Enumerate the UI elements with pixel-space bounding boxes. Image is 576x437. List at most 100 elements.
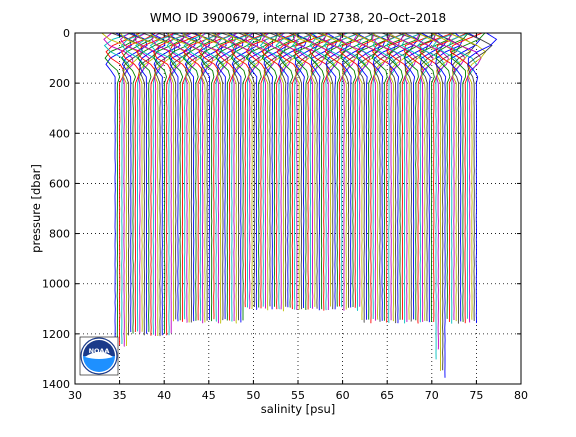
profile-line [435, 33, 464, 378]
profile-line [386, 33, 418, 322]
profile-line [119, 33, 150, 334]
profile-line [303, 33, 333, 309]
profile-line [309, 33, 347, 311]
profile-line [231, 33, 268, 308]
profile-line [291, 33, 318, 309]
y-tick-label: 200 [49, 77, 70, 90]
profile-line [403, 33, 436, 321]
profile-line [429, 33, 461, 371]
profile-line [342, 33, 369, 308]
profile-line [417, 33, 445, 360]
profile-line [419, 33, 448, 323]
profile-line [418, 33, 456, 371]
profile-line [227, 33, 260, 310]
profile-line [340, 33, 373, 308]
profile-line [293, 33, 325, 309]
profile-line [121, 33, 147, 332]
profile-line [259, 33, 287, 310]
profile-line [386, 33, 423, 320]
profile-line [198, 33, 229, 324]
profile-line [308, 33, 343, 307]
profile-line [242, 33, 281, 311]
profile-line [261, 33, 295, 307]
x-tick-label: 70 [425, 389, 439, 402]
profile-line [205, 33, 237, 321]
x-tick-label: 80 [514, 389, 528, 402]
profile-line [388, 33, 422, 320]
profile-line [356, 33, 382, 319]
profile-line [277, 33, 308, 310]
y-tick-label: 1400 [42, 378, 70, 391]
profile-line [279, 33, 311, 308]
profile-line [179, 33, 214, 324]
profile-line [196, 33, 234, 324]
profile-line [166, 33, 203, 323]
profile-line [316, 33, 348, 310]
profile-line [276, 33, 312, 310]
profile-line [307, 33, 340, 310]
profile-line [399, 33, 434, 323]
profile-line [467, 33, 498, 324]
x-tick-label: 50 [246, 389, 260, 402]
y-tick-label: 400 [49, 127, 70, 140]
profile-line [253, 33, 287, 307]
profile-line [137, 33, 170, 332]
chart-title: WMO ID 3900679, internal ID 2738, 20–Oct… [150, 11, 446, 25]
x-tick-label: 35 [113, 389, 127, 402]
profile-line [183, 33, 220, 321]
profile-line [230, 33, 263, 321]
profile-line [136, 33, 176, 336]
x-tick-label: 60 [336, 389, 350, 402]
y-tick-label: 800 [49, 228, 70, 241]
profile-line [431, 33, 472, 322]
x-tick-label: 40 [157, 389, 171, 402]
profile-line [215, 33, 240, 322]
profile-line [372, 33, 398, 323]
profile-line [288, 33, 318, 310]
profile-line [435, 33, 468, 322]
profile-line [357, 33, 386, 320]
profile-line [293, 33, 330, 307]
x-tick-label: 30 [68, 389, 82, 402]
profile-line [135, 33, 162, 335]
profile-line [449, 33, 483, 324]
profile-line [245, 33, 278, 308]
profile-line [324, 33, 361, 307]
x-tick-label: 45 [202, 389, 216, 402]
profile-line [104, 33, 137, 348]
profile-line [323, 33, 351, 308]
profile-line [105, 33, 132, 347]
profile-line [353, 33, 388, 321]
profile-line [338, 33, 366, 311]
profile-line [198, 33, 238, 320]
x-tick-label: 55 [291, 389, 305, 402]
profile-line [404, 33, 435, 320]
profile-line [372, 33, 400, 321]
profile-line [231, 33, 258, 323]
noaa-logo-icon: NOAA [79, 336, 119, 376]
profile-line [135, 33, 171, 336]
profile-line [121, 33, 153, 334]
profile-line [339, 33, 375, 308]
profile-line [127, 33, 160, 336]
profile-line [432, 33, 466, 321]
y-axis-title: pressure [dbar] [29, 164, 43, 253]
profile-line [448, 33, 478, 319]
profile-line [351, 33, 380, 323]
profile-line [103, 33, 134, 347]
profile-line [403, 33, 439, 321]
profile-line [230, 33, 256, 308]
profile-line [151, 33, 181, 334]
profile-line [419, 33, 454, 322]
profile-line [448, 33, 476, 324]
profile-line [172, 33, 208, 323]
profile-line [388, 33, 419, 324]
profile-line [226, 33, 265, 309]
profile-line [103, 33, 133, 345]
profile-line [182, 33, 218, 323]
profile-line [320, 33, 360, 310]
profile-line [201, 33, 227, 320]
profile-line [190, 33, 223, 321]
